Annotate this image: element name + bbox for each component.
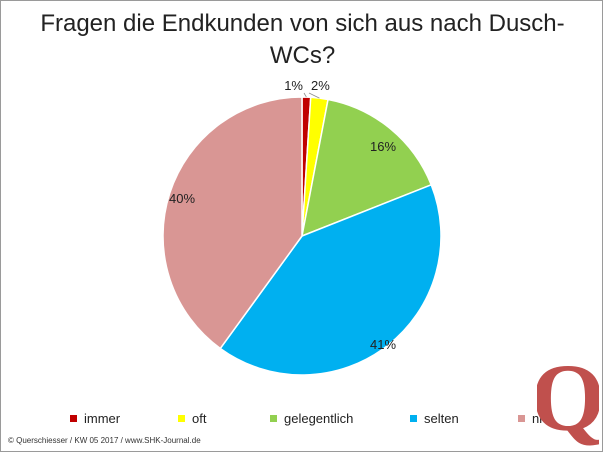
svg-text:Q: Q bbox=[537, 348, 599, 448]
legend-item-oft: oft bbox=[178, 411, 206, 426]
legend-swatch-nie bbox=[518, 415, 525, 422]
legend-label-gelegentlich: gelegentlich bbox=[284, 411, 354, 426]
chart-title-line-1: Fragen die Endkunden von sich aus nach D… bbox=[40, 10, 565, 37]
legend-swatch-gelegentlich bbox=[270, 415, 277, 422]
legend-label-immer: immer bbox=[84, 411, 121, 426]
data-label-gelegentlich: 16% bbox=[370, 139, 396, 154]
legend-item-nie: nie bbox=[518, 411, 549, 426]
data-label-nie: 40% bbox=[169, 191, 195, 206]
legend-item-immer: immer bbox=[70, 411, 120, 426]
querschiesser-q-logo: Q bbox=[537, 348, 599, 448]
leader-line-immer bbox=[303, 92, 307, 98]
chart-legend: immer oft gelegentlich selten nie bbox=[70, 411, 550, 429]
legend-label-nie: nie bbox=[532, 411, 550, 426]
data-label-oft: 2% bbox=[311, 78, 330, 93]
pie-slice-gelegentlich bbox=[301, 98, 433, 238]
legend-label-oft: oft bbox=[192, 411, 207, 426]
chart-title-line-2: WCs? bbox=[269, 42, 336, 69]
legend-swatch-immer bbox=[70, 415, 77, 422]
legend-swatch-oft bbox=[178, 415, 185, 422]
data-label-selten: 41% bbox=[370, 337, 396, 352]
chart-title: Fragen die Endkunden von sich aus nach D… bbox=[40, 8, 565, 72]
data-label-immer: 1% bbox=[284, 78, 303, 93]
leader-line-oft bbox=[308, 92, 320, 99]
legend-swatch-selten bbox=[410, 415, 417, 422]
pie-slice-nie bbox=[162, 96, 303, 350]
legend-item-selten: selten bbox=[410, 411, 459, 426]
footer-credit: © Querschiesser / KW 05 2017 / www.SHK-J… bbox=[8, 436, 201, 445]
legend-label-selten: selten bbox=[424, 411, 459, 426]
legend-item-gelegentlich: gelegentlich bbox=[270, 411, 353, 426]
pie-slice-selten bbox=[219, 183, 442, 376]
